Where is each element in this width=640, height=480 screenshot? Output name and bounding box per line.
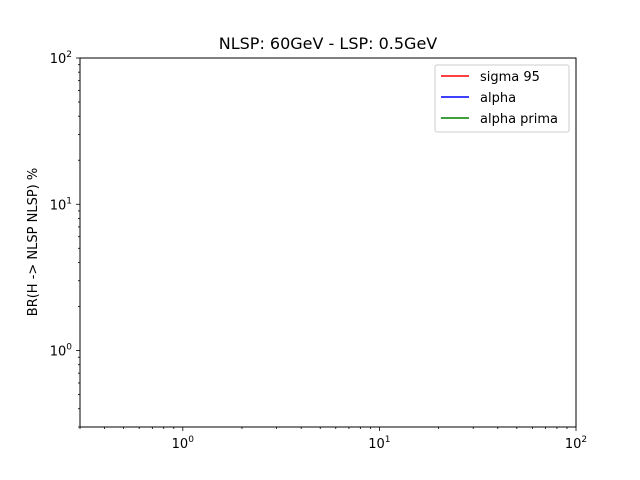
legend-label: sigma 95 (480, 70, 540, 85)
x-tick-label: 100 (172, 435, 195, 452)
plot-area (79, 57, 577, 428)
x-tick-label: 101 (368, 435, 390, 452)
legend-label: alpha (480, 91, 516, 106)
legend: sigma 95 alpha alpha prima (434, 64, 570, 133)
x-axis: 100 101 102 (79, 427, 587, 452)
chart-title: NLSP: 60GeV - LSP: 0.5GeV (219, 34, 438, 53)
y-tick-label: 101 (50, 196, 72, 213)
y-axis-label: BR(H -> NLSP NLSP) % (26, 168, 41, 316)
x-tick-label: 102 (565, 435, 587, 452)
y-tick-label: 102 (50, 50, 72, 67)
y-tick-label: 100 (50, 343, 73, 360)
plot-frame (79, 57, 577, 428)
legend-label: alpha prima (480, 112, 558, 127)
y-axis: 100 101 102 (50, 50, 80, 428)
legend-box (434, 64, 570, 133)
